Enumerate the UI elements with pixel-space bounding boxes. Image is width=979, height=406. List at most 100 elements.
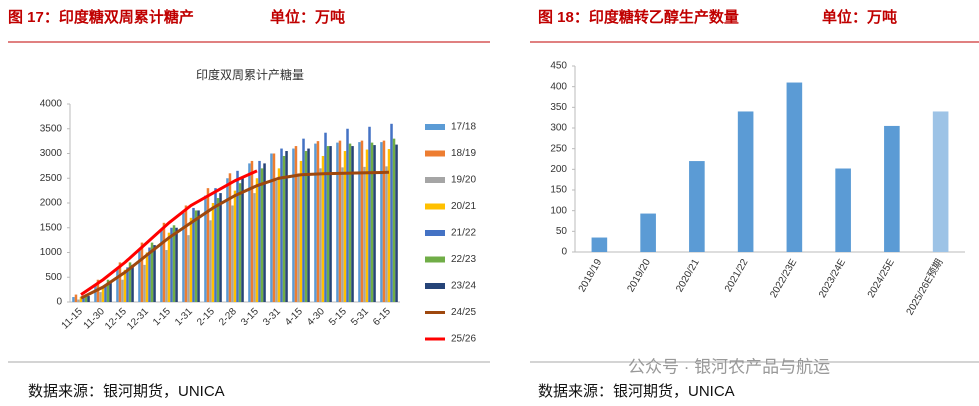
legend-label: 21/22: [451, 228, 476, 239]
bar: [140, 242, 144, 302]
bar: [123, 269, 127, 302]
y-tick-label: 4000: [40, 99, 63, 110]
bar: [87, 296, 90, 302]
bar: [387, 149, 391, 302]
bar: [214, 188, 217, 302]
y-tick-label: 1500: [40, 222, 63, 233]
legend-label: 22/23: [451, 254, 476, 265]
bar: [250, 160, 254, 302]
y-tick-label: 500: [45, 272, 62, 283]
bar: [380, 142, 383, 302]
y-tick-label: 350: [550, 102, 567, 113]
bar: [106, 279, 110, 302]
x-tick-label: 12-15: [103, 306, 129, 332]
x-tick-label: 2021/22: [723, 257, 751, 294]
source: 数据来源：银河期货，UNICA: [538, 383, 735, 400]
bar: [351, 146, 354, 302]
bar: [153, 245, 156, 302]
bar: [148, 247, 151, 302]
bar: [131, 264, 134, 302]
bar: [390, 123, 393, 302]
x-tick-label: 2022/23E: [768, 257, 799, 300]
x-tick-label: 11-15: [60, 306, 86, 332]
bar: [360, 140, 364, 302]
x-tick-label: 2020/21: [674, 257, 702, 294]
bar: [282, 155, 286, 302]
bar: [358, 142, 361, 302]
y-tick-label: 1000: [40, 247, 63, 258]
x-tick-label: 6-15: [371, 306, 393, 328]
bar: [145, 252, 149, 302]
bar: [395, 144, 398, 302]
bar: [302, 138, 305, 302]
bar: [74, 294, 78, 302]
bar: [336, 142, 339, 302]
x-tick-label: 2024/25E: [866, 257, 897, 300]
bar: [79, 297, 83, 302]
bar: [143, 264, 146, 302]
x-tick-label: 2023/24E: [817, 257, 848, 300]
bar: [226, 178, 229, 302]
y-tick-label: 50: [556, 226, 568, 237]
watermark: 公众号 · 银河农产品与航运: [628, 357, 830, 376]
bar: [346, 128, 349, 302]
x-tick-label: 2019/20: [625, 257, 653, 294]
bar: [263, 163, 266, 302]
bar: [338, 140, 342, 302]
legend-swatch: [425, 230, 445, 236]
header-title: 图 17：印度糖双周累计糖产: [8, 8, 194, 26]
bar: [72, 297, 75, 302]
bar: [126, 267, 129, 302]
x-tick-label: 3-31: [261, 306, 283, 328]
bar: [329, 146, 332, 302]
x-tick-label: 4-15: [283, 306, 305, 328]
x-tick-label: 1-31: [173, 306, 195, 328]
y-tick-label: 2500: [40, 173, 63, 184]
bar: [116, 267, 119, 302]
x-tick-label: 2025/26E预期: [904, 257, 946, 317]
bar: [170, 227, 173, 302]
bar: [370, 142, 374, 302]
bar: [341, 167, 344, 302]
bar: [297, 173, 300, 302]
bar: [109, 282, 112, 302]
bar: [194, 210, 198, 302]
x-tick-label: 12-31: [125, 306, 151, 332]
bar: [104, 284, 107, 302]
bar: [216, 198, 220, 302]
bar: [640, 213, 656, 252]
bar: [248, 163, 251, 302]
legend-swatch: [425, 177, 445, 183]
bar: [365, 149, 369, 302]
bar: [307, 148, 310, 302]
bar: [228, 173, 232, 302]
bar: [184, 205, 188, 302]
bar: [209, 220, 212, 302]
bar: [316, 141, 320, 302]
bar: [231, 205, 234, 302]
bar: [385, 166, 388, 302]
x-tick-label: 11-30: [82, 306, 108, 332]
bar: [197, 210, 200, 302]
bar: [319, 168, 322, 302]
bar: [343, 151, 347, 302]
legend-label: 19/20: [451, 175, 476, 186]
y-tick-label: 250: [550, 143, 567, 154]
bar: [299, 160, 303, 302]
legend-label: 20/21: [451, 201, 476, 212]
x-tick-label: 5-15: [327, 306, 349, 328]
y-tick-label: 200: [550, 164, 567, 175]
bar: [172, 225, 176, 302]
line: [80, 170, 390, 300]
bar: [260, 168, 264, 302]
bar: [392, 138, 396, 302]
bar: [292, 148, 295, 302]
bar: [786, 82, 803, 253]
y-tick-label: 300: [550, 123, 567, 134]
bar: [165, 250, 168, 302]
bar: [280, 148, 283, 302]
bar: [175, 227, 178, 302]
bar: [275, 180, 278, 302]
bar: [187, 235, 190, 302]
y-tick-label: 2000: [40, 198, 63, 209]
